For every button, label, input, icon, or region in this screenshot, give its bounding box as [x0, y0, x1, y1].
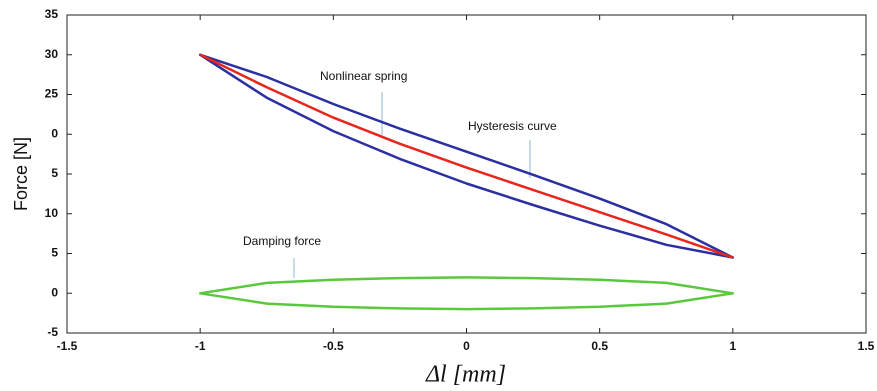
series-line [199, 53, 734, 259]
x-tick-label: 1.5 [858, 339, 875, 353]
series-line [198, 53, 735, 259]
x-tick-label: 0 [463, 339, 470, 353]
series-line [198, 276, 735, 311]
y-tick-label: 5 [51, 246, 58, 260]
y-tick-label: 0 [51, 126, 58, 140]
y-tick-label: 30 [45, 47, 59, 61]
annotation: Damping force [243, 234, 321, 248]
annotation: Nonlinear spring [320, 69, 407, 83]
x-tick-label: -0.5 [323, 339, 344, 353]
x-tick-label: -1.5 [57, 339, 78, 353]
annotation: Hysteresis curve [468, 119, 557, 133]
y-tick-label: -5 [47, 325, 58, 339]
x-tick-label: 0.5 [591, 339, 608, 353]
x-axis-label: Δl [mm] [425, 362, 506, 388]
y-axis-label: Force [N] [11, 137, 31, 211]
plot-frame [66, 14, 867, 334]
x-tick-label: -1 [195, 339, 206, 353]
x-tick-label: 1 [729, 339, 736, 353]
y-tick-label: 25 [45, 87, 59, 101]
y-tick-label: 10 [45, 206, 59, 220]
y-tick-label: 35 [45, 7, 59, 21]
y-tick-label: 0 [51, 285, 58, 299]
y-tick-label: 5 [51, 166, 58, 180]
